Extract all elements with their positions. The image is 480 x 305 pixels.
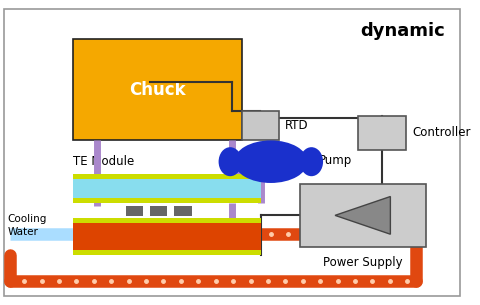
- Bar: [72, 250, 261, 255]
- Bar: [358, 116, 406, 150]
- Text: Pump: Pump: [319, 154, 352, 167]
- Ellipse shape: [218, 147, 242, 176]
- Bar: [72, 218, 261, 223]
- Text: RTD: RTD: [285, 119, 309, 132]
- Ellipse shape: [300, 147, 323, 176]
- Text: dynamic: dynamic: [360, 22, 445, 40]
- Text: Power Supply: Power Supply: [323, 256, 403, 268]
- Bar: [242, 111, 278, 140]
- Bar: [72, 223, 261, 250]
- Bar: [72, 199, 261, 203]
- Bar: [150, 206, 168, 216]
- Text: Chuck: Chuck: [129, 81, 185, 99]
- Ellipse shape: [234, 140, 308, 183]
- Bar: [126, 206, 143, 216]
- Bar: [174, 206, 192, 216]
- Text: Cooling
Water: Cooling Water: [8, 214, 47, 237]
- Bar: [72, 174, 261, 179]
- Polygon shape: [335, 196, 390, 234]
- Bar: [72, 39, 242, 140]
- Bar: [72, 179, 261, 199]
- Text: Controller: Controller: [412, 126, 470, 139]
- Text: TE Module: TE Module: [72, 156, 134, 168]
- Bar: [300, 184, 426, 247]
